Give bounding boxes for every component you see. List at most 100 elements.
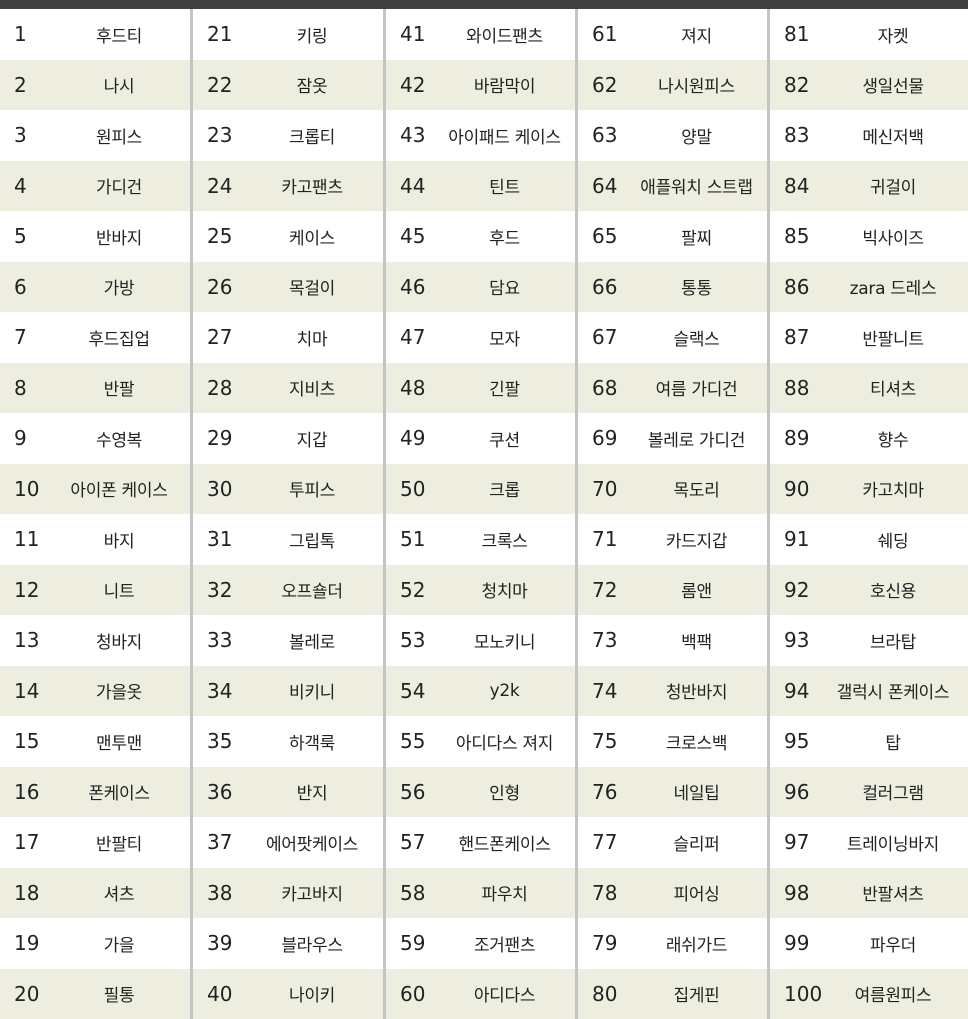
keyword-label: 롬앤 [681,582,712,603]
keyword-label: 폰케이스 [88,784,150,805]
rank-number: 96 [784,779,810,804]
rank-number: 26 [207,274,233,299]
table-row: 81 자켓 [770,9,968,60]
rank-number: 82 [784,72,810,97]
keyword-label: 비키니 [288,683,336,704]
table-row: 85 빅사이즈 [770,211,968,262]
keyword-label: 그립톡 [288,531,336,552]
rank-number: 33 [207,628,233,653]
table-row: 74 청반바지 [578,665,767,716]
keyword-label: 후드집업 [88,329,150,350]
rank-number: 52 [400,577,426,602]
keyword-label: 반지 [296,784,328,805]
table-row: 56 인형 [386,766,575,817]
rank-number: 40 [207,981,233,1006]
table-row: 38 카고바지 [193,867,383,918]
table-row: 80 집게핀 [578,968,767,1019]
rank-number: 93 [784,628,810,653]
keyword-label: 치마 [296,329,328,350]
table-row: 87 반팔니트 [770,312,968,363]
rank-number: 12 [14,577,40,602]
rank-number: 74 [592,678,618,703]
keyword-label: 자켓 [877,26,909,47]
ranking-column: 61 져지 62 나시원피스 63 양말 64 애플워치 스트랩 65 팔찌 66 통통 67 슬랙스 68… [578,9,770,1019]
table-row: 100 여름원피스 [770,968,968,1019]
keyword-label: 맨투맨 [95,733,143,754]
rank-number: 64 [592,173,618,198]
keyword-label: 청치마 [481,582,528,603]
rank-number: 86 [784,274,810,299]
table-row: 43 아이패드 케이스 [386,110,575,161]
rank-number: 17 [14,830,40,855]
ranking-column: 41 와이드팬츠 42 바람막이 43 아이패드 케이스 44 틴트 45 후드 46 담요 47 모자 4… [386,9,578,1019]
keyword-label: 슬랙스 [673,329,720,350]
table-row: 69 볼레로 가디건 [578,413,767,464]
table-row: 41 와이드팬츠 [386,9,575,60]
rank-number: 18 [14,880,40,905]
keyword-label: 와이드팬츠 [466,26,543,47]
keyword-label: zara 드레스 [849,279,937,300]
keyword-label: 피어싱 [673,885,720,906]
keyword-label: 아디다스 져지 [455,733,554,754]
table-row: 9 수영복 [0,413,190,464]
keyword-label: 바지 [103,531,135,552]
table-row: 70 목도리 [578,463,767,514]
rank-number: 50 [400,476,426,501]
keyword-label: 바람막이 [473,77,536,98]
rank-number: 29 [207,426,233,451]
table-row: 15 맨투맨 [0,716,190,767]
rank-number: 30 [207,476,233,501]
rank-number: 38 [207,880,233,905]
table-row: 44 틴트 [386,160,575,211]
rank-number: 15 [14,729,40,754]
rank-number: 13 [14,628,40,653]
table-row: 98 반팔셔츠 [770,867,968,918]
table-row: 95 탑 [770,716,968,767]
table-row: 6 가방 [0,261,190,312]
rank-number: 97 [784,830,810,855]
ranking-column: 21 키링 22 잠옷 23 크롭티 24 카고팬츠 25 케이스 26 목걸이 27 치마 28 지비츠 29… [193,9,386,1019]
keyword-label: 팔찌 [681,228,712,249]
rank-number: 14 [14,678,40,703]
table-row: 58 파우치 [386,867,575,918]
rank-number: 8 [14,375,27,400]
keyword-label: 메신저백 [862,127,924,148]
table-row: 35 하객룩 [193,716,383,767]
table-row: 10 아이폰 케이스 [0,463,190,514]
table-row: 34 비키니 [193,665,383,716]
table-row: 63 양말 [578,110,767,161]
table-row: 50 크롭 [386,463,575,514]
rank-number: 79 [592,931,618,956]
keyword-label: 아디다스 [473,986,536,1007]
rank-number: 69 [592,426,618,451]
rank-number: 36 [207,779,233,804]
keyword-label: 목걸이 [288,279,336,300]
rank-number: 11 [14,527,40,552]
keyword-label: 져지 [681,26,712,47]
rank-number: 66 [592,274,618,299]
table-row: 26 목걸이 [193,261,383,312]
rank-number: 31 [207,527,233,552]
keyword-label: 목도리 [673,481,720,502]
rank-number: 87 [784,325,810,350]
rank-number: 23 [207,123,233,148]
table-row: 57 핸드폰케이스 [386,817,575,868]
rank-number: 76 [592,779,618,804]
keyword-label: 반팔셔츠 [862,885,924,906]
rank-number: 89 [784,426,810,451]
table-row: 52 청치마 [386,564,575,615]
rank-number: 78 [592,880,618,905]
rank-number: 65 [592,224,618,249]
keyword-label: 반팔티 [95,834,143,855]
keyword-label: 케이스 [288,228,336,249]
rank-number: 6 [14,274,27,299]
keyword-label: 귀걸이 [869,178,917,199]
table-row: 92 호신용 [770,564,968,615]
rank-number: 60 [400,981,426,1006]
table-row: 28 지비츠 [193,362,383,413]
table-row: 22 잠옷 [193,59,383,110]
table-row: 67 슬랙스 [578,312,767,363]
keyword-label: 크록스 [481,531,528,552]
rank-number: 55 [400,729,426,754]
table-row: 61 져지 [578,9,767,60]
